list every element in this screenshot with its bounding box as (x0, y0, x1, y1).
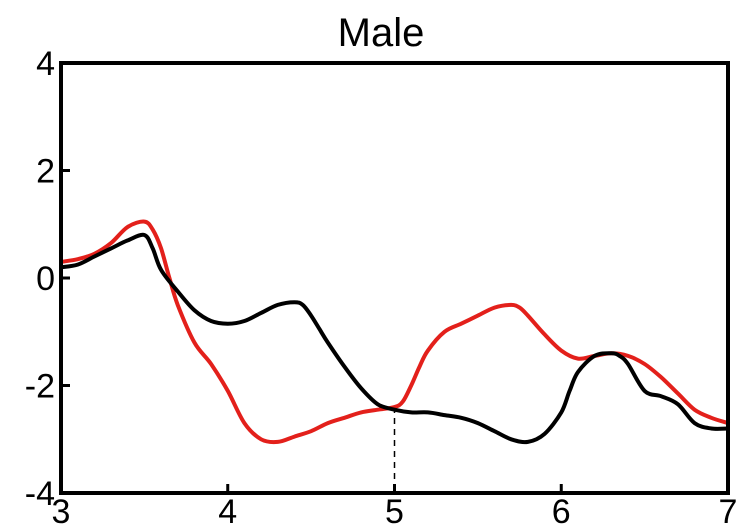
y-tick-label: -4 (25, 475, 55, 513)
y-tick-label: -2 (25, 368, 55, 406)
y-tick-label: 0 (36, 260, 55, 298)
plot-frame (59, 61, 730, 495)
chart-title: Male (338, 11, 425, 55)
x-tick-label: 7 (719, 493, 738, 528)
y-tick-label: 2 (36, 153, 55, 191)
x-tick-label: 6 (552, 493, 571, 528)
x-tick-label: 3 (52, 493, 71, 528)
series-line-2 (59, 232, 730, 445)
x-tick-label: 5 (385, 493, 404, 528)
y-tick-label: 4 (36, 45, 55, 83)
x-tick-label: 4 (218, 493, 237, 528)
